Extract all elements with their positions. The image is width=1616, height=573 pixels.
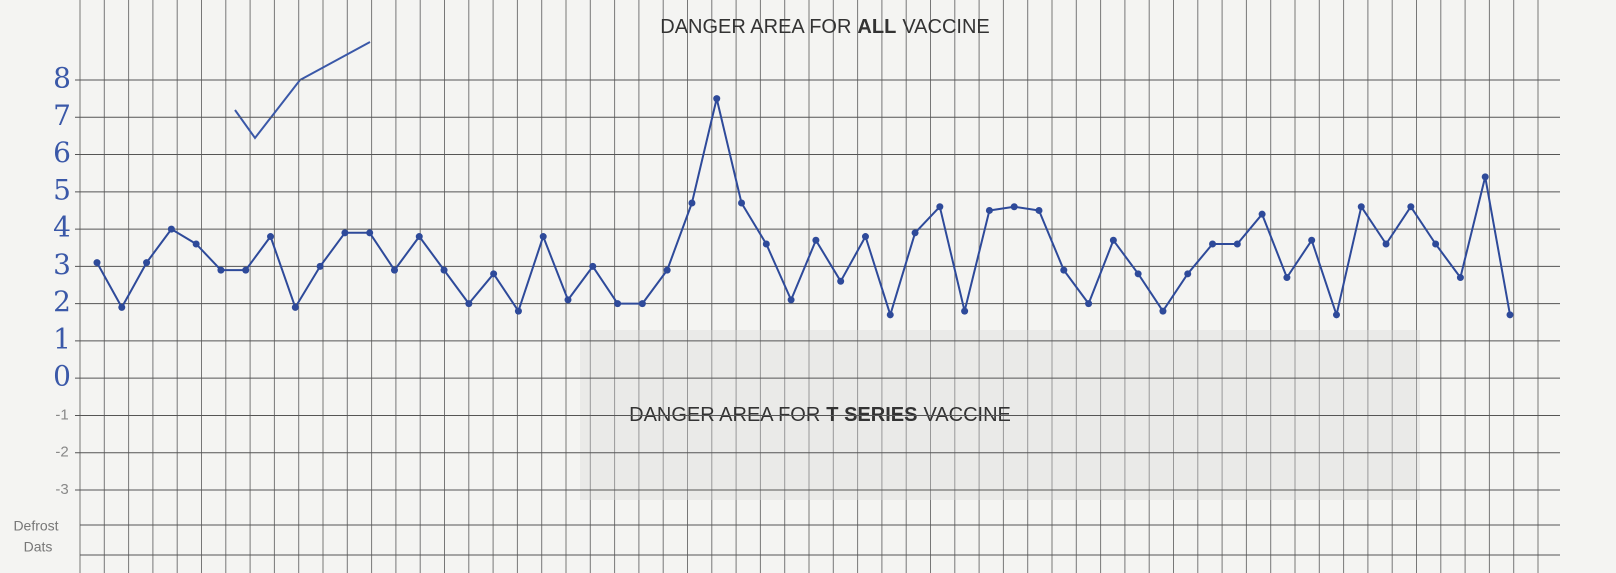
annotation-part: DANGER AREA FOR	[660, 16, 851, 38]
data-point	[94, 259, 101, 266]
annotation: DANGER AREA FOR ALL VACCINE	[660, 16, 989, 38]
data-point	[1383, 241, 1390, 248]
data-point	[1135, 270, 1142, 277]
data-point	[1457, 274, 1464, 281]
data-point	[217, 267, 224, 274]
data-point	[1283, 274, 1290, 281]
data-point	[1085, 300, 1092, 307]
data-point	[763, 241, 770, 248]
data-point	[242, 267, 249, 274]
y-tick-label: 3	[53, 248, 71, 281]
y-tick-label: -2	[55, 444, 68, 461]
data-point	[1507, 311, 1514, 318]
data-point	[1184, 270, 1191, 277]
data-point	[1407, 203, 1414, 210]
data-point	[391, 267, 398, 274]
data-point	[614, 300, 621, 307]
row-label: Dats	[24, 539, 53, 555]
data-point	[887, 311, 894, 318]
data-point	[1432, 241, 1439, 248]
data-point	[1159, 308, 1166, 315]
data-point	[1209, 241, 1216, 248]
y-tick-label: 0	[53, 360, 71, 393]
data-point	[961, 308, 968, 315]
data-point	[416, 233, 423, 240]
data-point	[292, 304, 299, 311]
data-point	[540, 233, 547, 240]
data-point	[1060, 267, 1067, 274]
data-point	[366, 229, 373, 236]
data-point	[143, 259, 150, 266]
chart: DANGER AREA FOR ALL VACCINE DANGER AREA FO…	[0, 0, 1616, 573]
data-point	[589, 263, 596, 270]
data-point	[1036, 207, 1043, 214]
y-tick-label: 5	[53, 173, 71, 206]
annotation-part: VACCINE	[902, 16, 989, 38]
data-point	[738, 200, 745, 207]
data-point	[788, 296, 795, 303]
data-point	[1358, 203, 1365, 210]
data-point	[441, 267, 448, 274]
data-point	[639, 300, 646, 307]
data-point	[118, 304, 125, 311]
data-point	[1259, 211, 1266, 218]
data-point	[1110, 237, 1117, 244]
data-point	[1011, 203, 1018, 210]
y-tick-label: 7	[53, 99, 71, 132]
data-point	[936, 203, 943, 210]
data-point	[341, 229, 348, 236]
data-point	[812, 237, 819, 244]
y-tick-label: 2	[53, 285, 71, 318]
data-point	[664, 267, 671, 274]
data-point	[267, 233, 274, 240]
y-tick-label: 6	[53, 136, 71, 169]
data-point	[490, 270, 497, 277]
data-point	[1234, 241, 1241, 248]
data-point	[565, 296, 572, 303]
y-tick-label: -1	[55, 406, 68, 423]
data-point	[465, 300, 472, 307]
data-point	[1333, 311, 1340, 318]
data-point	[688, 200, 695, 207]
data-point	[193, 241, 200, 248]
data-point	[317, 263, 324, 270]
y-tick-label: 8	[53, 62, 71, 95]
y-tick-label: -3	[55, 481, 68, 498]
data-point	[1308, 237, 1315, 244]
data-point	[912, 229, 919, 236]
y-tick-label: 1	[53, 322, 71, 355]
data-point	[986, 207, 993, 214]
annotation-part: ALL	[857, 16, 896, 38]
row-label: Defrost	[13, 518, 58, 534]
data-point	[168, 226, 175, 233]
data-point	[713, 95, 720, 102]
data-point	[1482, 173, 1489, 180]
y-tick-label: 4	[53, 211, 71, 244]
data-point	[515, 308, 522, 315]
data-point	[862, 233, 869, 240]
data-point	[837, 278, 844, 285]
